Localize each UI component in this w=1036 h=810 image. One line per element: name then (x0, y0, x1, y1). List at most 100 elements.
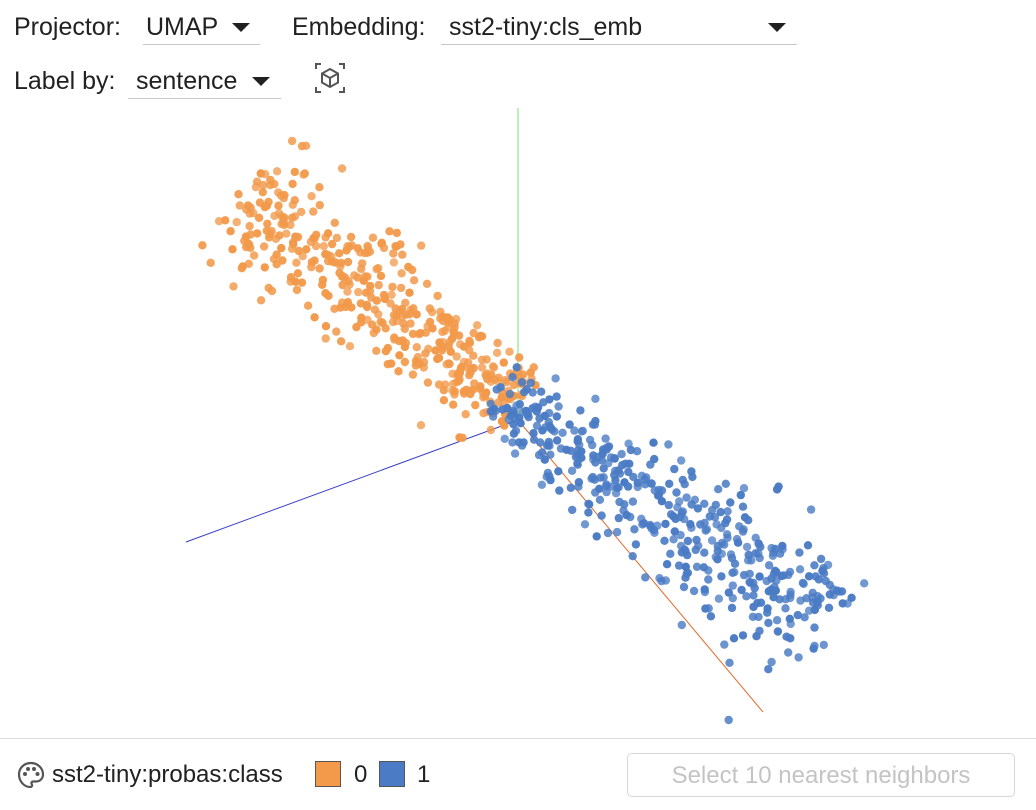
point-class-0 (452, 314, 461, 324)
point-class-1 (591, 488, 600, 497)
point-class-0 (256, 296, 266, 305)
point-class-1 (610, 470, 619, 480)
point-class-1 (537, 480, 547, 489)
point-class-1 (796, 596, 805, 605)
point-class-1 (755, 626, 764, 636)
chevron-down-icon (232, 23, 250, 32)
point-class-1 (785, 567, 795, 577)
point-class-0 (368, 320, 377, 329)
point-class-1 (574, 482, 583, 491)
point-class-1 (628, 552, 637, 561)
point-class-1 (534, 450, 544, 460)
point-class-1 (676, 530, 685, 540)
point-class-0 (307, 192, 316, 201)
point-class-0 (287, 136, 297, 146)
point-class-0 (343, 257, 353, 267)
point-class-1 (546, 450, 555, 459)
point-class-0 (505, 347, 514, 356)
point-class-1 (580, 520, 590, 529)
point-class-0 (315, 183, 324, 192)
point-class-0 (518, 370, 528, 379)
label-by-select[interactable]: sentence (128, 63, 281, 99)
point-class-0 (416, 421, 426, 430)
point-class-0 (447, 334, 457, 343)
point-class-1 (646, 460, 655, 469)
point-class-1 (767, 543, 776, 553)
point-class-0 (389, 249, 398, 258)
point-class-1 (819, 563, 828, 573)
projector-label: Projector: (14, 13, 121, 41)
point-class-0 (400, 357, 410, 367)
point-class-1 (544, 408, 554, 418)
point-class-0 (261, 170, 270, 179)
point-class-0 (266, 229, 275, 239)
point-class-1 (555, 486, 564, 495)
point-class-1 (753, 598, 762, 608)
point-class-0 (302, 245, 311, 254)
point-class-0 (409, 276, 419, 285)
point-class-0 (464, 364, 473, 374)
point-class-0 (235, 201, 244, 210)
point-class-0 (465, 338, 475, 347)
point-class-1 (515, 400, 524, 409)
point-class-1 (566, 483, 575, 492)
point-class-0 (412, 310, 421, 319)
point-class-0 (421, 328, 430, 337)
point-class-0 (354, 287, 363, 297)
point-class-1 (716, 507, 725, 517)
point-class-1 (795, 565, 805, 574)
projector-select[interactable]: UMAP (143, 9, 260, 45)
point-class-0 (439, 396, 449, 405)
point-class-1 (568, 505, 577, 515)
point-class-0 (282, 229, 291, 238)
point-class-0 (398, 250, 407, 259)
point-class-1 (606, 482, 616, 491)
point-class-1 (517, 378, 527, 387)
point-class-0 (402, 310, 411, 319)
point-class-1 (702, 525, 712, 534)
point-class-0 (448, 369, 457, 378)
point-class-1 (772, 616, 782, 625)
point-class-0 (423, 378, 433, 387)
point-class-1 (810, 641, 819, 651)
point-class-0 (277, 243, 286, 253)
point-class-1 (554, 467, 563, 476)
point-class-0 (422, 279, 432, 288)
point-class-1 (706, 612, 716, 621)
point-class-0 (465, 371, 474, 380)
point-class-0 (395, 351, 404, 360)
point-class-1 (664, 440, 673, 449)
reset-view-button[interactable] (312, 60, 348, 96)
point-class-0 (330, 218, 339, 227)
point-class-0 (291, 232, 300, 241)
point-class-0 (345, 342, 355, 351)
point-class-0 (492, 348, 502, 357)
point-class-1 (601, 434, 610, 443)
select-nearest-neighbors-button[interactable]: Select 10 nearest neighbors (627, 753, 1015, 797)
point-class-1 (566, 446, 576, 455)
point-class-1 (672, 488, 681, 497)
projector-value: UMAP (146, 12, 219, 41)
point-class-0 (303, 301, 313, 310)
point-class-1 (773, 627, 783, 636)
point-class-1 (690, 495, 700, 504)
embedding-scatter-plot[interactable] (0, 100, 1036, 738)
point-class-0 (293, 269, 303, 278)
embedding-select[interactable]: sst2-tiny:cls_emb (441, 9, 797, 45)
point-class-0 (405, 288, 414, 297)
point-class-0 (336, 258, 346, 268)
point-class-1 (669, 535, 678, 544)
point-class-1 (682, 569, 691, 578)
point-class-0 (486, 377, 496, 386)
point-class-0 (356, 248, 365, 257)
point-class-1 (538, 426, 547, 435)
point-class-1 (516, 419, 525, 428)
point-class-1 (595, 495, 605, 504)
legend-label-class-0: 0 (354, 761, 368, 788)
point-class-1 (647, 524, 656, 533)
point-class-1 (602, 443, 611, 452)
point-class-0 (356, 299, 366, 308)
point-class-1 (529, 429, 538, 438)
point-class-1 (750, 583, 759, 593)
point-class-0 (307, 262, 316, 272)
